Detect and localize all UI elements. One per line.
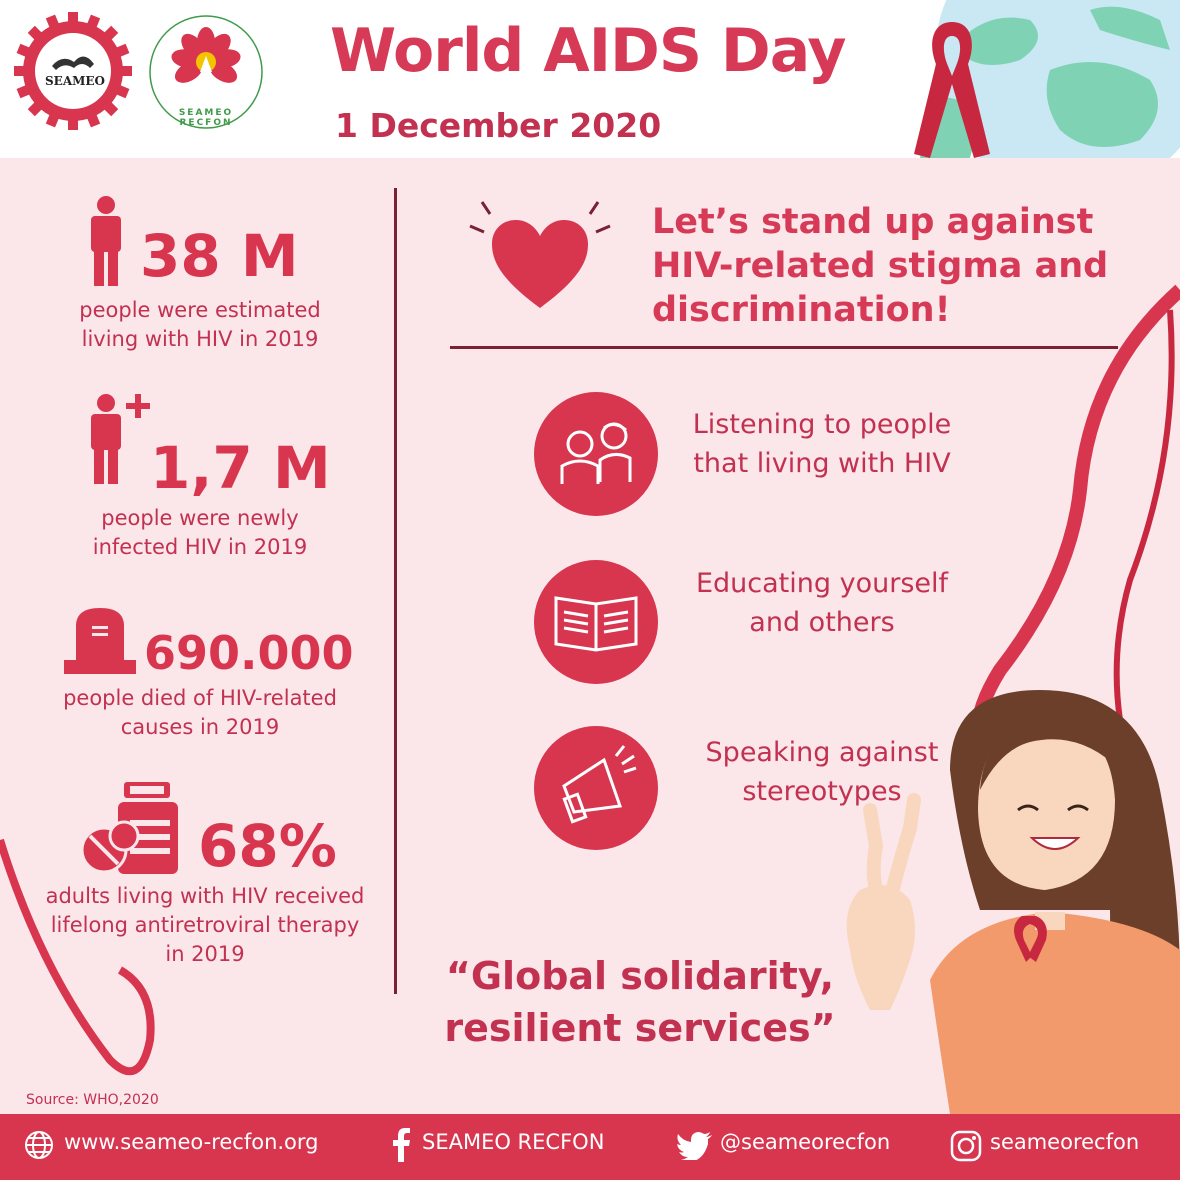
megaphone-icon (534, 726, 658, 850)
instagram-link[interactable]: seameorecfon (990, 1130, 1140, 1154)
action-line: Speaking against (705, 737, 939, 768)
action-educating: Educating yourself and others (672, 564, 972, 642)
vertical-divider (394, 188, 397, 994)
recfon-logo-text: SEAMEO RECFON (178, 108, 234, 128)
globe-icon (24, 1130, 54, 1160)
page-title: World AIDS Day (330, 16, 846, 86)
tagline: Let’s stand up against HIV-related stigm… (652, 200, 1152, 332)
tombstone-icon (62, 604, 138, 674)
action-listening: Listening to people that living with HIV (672, 405, 972, 483)
stat-desc-infected-total: people were estimated living with HIV in… (40, 296, 360, 354)
aids-ribbon-icon (912, 14, 992, 160)
action-line: stereotypes (742, 776, 902, 807)
action-line: and others (749, 607, 895, 638)
tagline-line: HIV-related stigma and (652, 246, 1109, 286)
slogan-line: “Global solidarity, (445, 954, 835, 998)
person-icon (86, 196, 126, 286)
tagline-line: discrimination! (652, 290, 951, 330)
footer-bar (0, 1114, 1180, 1180)
horizontal-divider (450, 346, 1118, 349)
seameo-logo-text: SEAMEO (45, 74, 106, 88)
stat-value-new-infections: 1,7 M (150, 434, 331, 502)
source-note: Source: WHO,2020 (26, 1092, 159, 1108)
stat-desc-line: adults living with HIV received (45, 884, 365, 908)
action-line: that living with HIV (693, 448, 951, 479)
action-speaking: Speaking against stereotypes (672, 733, 972, 811)
stat-value-infected-total: 38 M (140, 222, 299, 290)
heart-icon (462, 196, 618, 314)
slogan: “Global solidarity, resilient services” (405, 950, 875, 1054)
stat-desc-line: living with HIV in 2019 (81, 327, 319, 351)
stat-desc-line: causes in 2019 (120, 715, 280, 739)
stat-desc-line: people died of HIV-related (63, 686, 337, 710)
stat-desc-line: people were estimated (79, 298, 321, 322)
slogan-line: resilient services” (444, 1006, 836, 1050)
stat-desc-line: infected HIV in 2019 (92, 535, 308, 559)
stat-value-deaths: 690.000 (144, 626, 354, 680)
website-link[interactable]: www.seameo-recfon.org (64, 1130, 319, 1154)
ribbon-decoration-left (0, 820, 200, 1090)
stat-desc-art-coverage: adults living with HIV received lifelong… (20, 882, 390, 969)
facebook-icon (392, 1128, 410, 1162)
facebook-link[interactable]: SEAMEO RECFON (422, 1130, 605, 1154)
open-book-icon (534, 560, 658, 684)
stat-desc-new-infections: people were newly infected HIV in 2019 (40, 504, 360, 562)
stat-desc-line: people were newly (101, 506, 299, 530)
stat-desc-line: lifelong antiretroviral therapy (50, 913, 360, 937)
stat-value-art-coverage: 68% (198, 812, 337, 880)
event-date: 1 December 2020 (335, 106, 662, 145)
twitter-link[interactable]: @seameorecfon (720, 1130, 891, 1154)
twitter-icon (676, 1132, 712, 1162)
stat-desc-line: in 2019 (165, 942, 245, 966)
globe-illustration (900, 0, 1180, 158)
stat-desc-deaths: people died of HIV-related causes in 201… (40, 684, 360, 742)
people-talking-icon (534, 392, 658, 516)
instagram-icon (950, 1130, 982, 1162)
medicine-icon (80, 780, 190, 876)
action-line: Educating yourself (695, 568, 949, 599)
recfon-logo: SEAMEO RECFON (146, 12, 266, 132)
action-line: Listening to people (692, 409, 952, 440)
tagline-line: Let’s stand up against (652, 202, 1094, 242)
woman-illustration (810, 650, 1180, 1114)
seameo-logo: SEAMEO (12, 10, 134, 132)
person-plus-icon (86, 392, 156, 484)
